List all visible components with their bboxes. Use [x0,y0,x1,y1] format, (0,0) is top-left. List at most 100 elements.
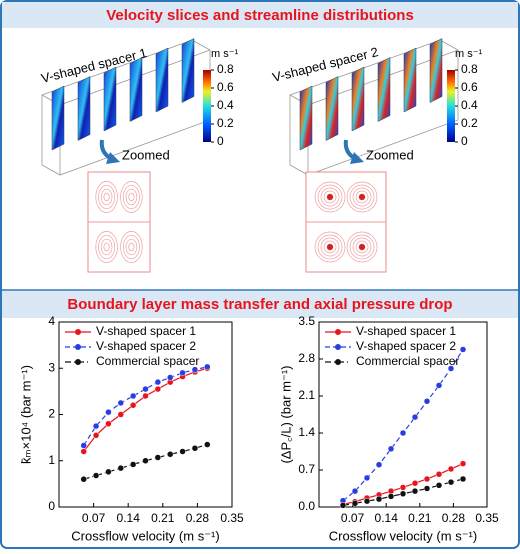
legend-label: Commercial spacer [356,354,459,368]
legend-label: Commercial spacer [96,354,199,368]
colorbar [447,70,455,142]
data-point [105,408,112,416]
header-bar [2,291,518,318]
data-point [92,422,100,430]
data-point [117,411,125,418]
data-point [387,493,395,500]
data-point [459,475,467,483]
colorbar-tick-label: 0.8 [217,62,234,76]
data-point [80,442,87,449]
data-point [447,478,455,486]
velocity-slice [325,76,339,141]
vortex-core [327,194,333,200]
velocity-slice [77,76,91,141]
velocity-slice [351,66,365,132]
velocity-slice [429,38,443,103]
plot-frame [318,321,488,508]
data-point [411,413,419,421]
data-point [411,479,419,487]
data-point [191,445,199,452]
data-point [459,460,467,467]
vortex-core [359,194,365,200]
streamline [349,184,375,210]
data-point [166,451,174,458]
data-point [204,441,211,448]
data-point [105,468,112,476]
data-point [92,472,100,479]
streamline [323,190,337,204]
x-tick-label: 0.21 [408,511,432,525]
data-point [435,482,443,489]
data-point [363,497,371,505]
streamline [103,192,110,202]
data-point [447,465,455,473]
data-point [191,366,199,373]
data-point [423,398,431,405]
legend-marker [75,344,81,350]
colorbar-tick-label: 0.6 [461,80,478,94]
streamline [128,192,135,202]
legend-label: V-shaped spacer 1 [356,324,456,338]
zoom-label: Zoomed [122,147,170,162]
x-tick-label: 0.35 [220,511,244,525]
streamline [103,242,110,252]
velocity-slice [181,38,195,103]
y-axis-label: k̄ₘ×10⁴ (bar m⁻¹) [18,365,33,464]
streamline [355,190,369,204]
legend-marker [75,359,81,365]
y-tick-label: 3.5 [298,314,315,328]
data-point [351,500,359,507]
colorbar-tick-label: 0.8 [461,62,478,76]
series-line [83,443,208,480]
section-title: Boundary layer mass transfer and axial p… [67,296,452,313]
colorbar-tick-label: 0.2 [217,116,234,130]
data-point [166,374,174,381]
data-point [142,457,149,464]
data-point [117,399,125,407]
colorbar-tick-label: 0.4 [461,98,478,112]
data-point [129,402,137,409]
streamline [122,184,140,210]
data-point [423,475,431,483]
data-point [399,429,407,437]
data-point [179,448,186,455]
velocity-slice [129,57,143,122]
streamline [122,234,140,260]
streamline [98,184,116,210]
y-tick-label: 4 [48,314,55,328]
x-axis-label: Crossflow velocity (m s⁻¹) [329,528,477,543]
streamline [314,231,346,263]
streamline [349,234,375,260]
zoom-arrow-head [106,152,120,164]
data-point [80,476,87,483]
data-point [80,448,87,455]
section-title: Velocity slices and streamline distribut… [106,7,414,24]
data-point [375,495,383,503]
data-point [154,378,162,386]
data-point [129,461,137,468]
zoom-label: Zoomed [366,147,414,162]
streamline [314,181,346,213]
data-point [204,363,211,371]
data-point [339,502,347,509]
streamline [100,238,113,256]
y-tick-label: 3 [48,360,55,374]
y-tick-label: 1.4 [298,425,315,439]
legend-label: V-shaped spacer 2 [356,339,456,353]
colorbar-tick-label: 0.2 [461,116,478,130]
data-point [435,382,443,389]
data-point [351,487,359,495]
y-axis-label: (ΔP꜀/L) (bar m⁻¹) [278,365,293,463]
velocity-slice [403,47,417,113]
data-point [387,445,395,453]
series-line [83,366,208,446]
data-point [375,461,383,468]
streamline [100,188,113,206]
data-point [105,420,112,427]
velocity-slice [103,66,117,132]
vortex-core [327,244,333,250]
x-axis-label: Crossflow velocity (m s⁻¹) [71,528,219,543]
streamline [120,231,143,263]
